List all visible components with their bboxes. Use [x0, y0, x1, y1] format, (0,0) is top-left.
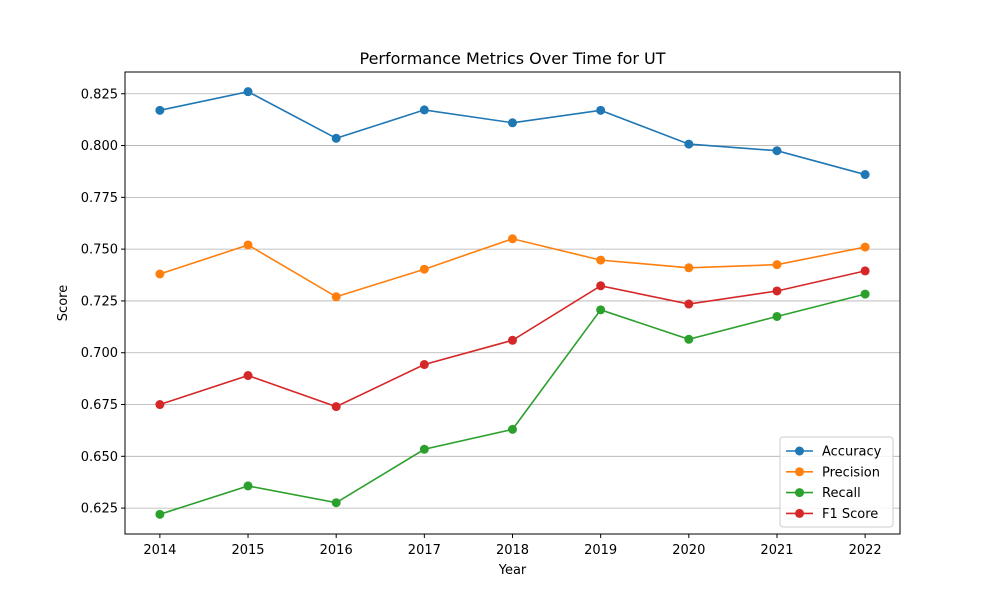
legend-label: Accuracy [822, 445, 882, 460]
series-line-accuracy [159, 90, 866, 176]
series-f1-score [155, 266, 870, 412]
y-tick-label: 0.700 [81, 346, 118, 361]
data-point-precision [243, 240, 253, 250]
x-tick-label: 2021 [760, 543, 793, 558]
legend-label: Precision [822, 465, 880, 480]
data-point-f1-score [155, 400, 165, 410]
data-point-precision [684, 263, 694, 273]
x-tick-label: 2016 [320, 543, 353, 558]
y-tick-label: 0.750 [81, 243, 118, 258]
legend-item-recall: Recall [786, 486, 861, 501]
legend: Accuracy Precision Recall F1 Score [779, 436, 894, 528]
data-point-f1-score [596, 281, 606, 291]
legend-item-precision: Precision [786, 465, 880, 480]
data-point-f1-score [860, 266, 870, 276]
y-tick-label: 0.725 [81, 294, 118, 309]
legend-box [779, 436, 894, 528]
data-point-recall [860, 289, 870, 299]
series-accuracy [155, 87, 870, 180]
x-tick-label: 2020 [672, 543, 705, 558]
x-tick-label: 2014 [143, 543, 176, 558]
data-point-f1-score [331, 402, 341, 412]
legend-swatch-marker [795, 488, 804, 498]
data-point-recall [243, 481, 253, 491]
data-point-accuracy [243, 87, 253, 97]
data-point-precision [155, 269, 165, 279]
data-point-f1-score [419, 360, 429, 370]
data-point-precision [596, 255, 606, 265]
legend-label: F1 Score [822, 507, 878, 522]
x-tick-label: 2017 [408, 543, 441, 558]
data-point-f1-score [508, 335, 517, 345]
data-point-f1-score [772, 286, 782, 296]
legend-item-accuracy: Accuracy [786, 445, 882, 460]
chart-title: Performance Metrics Over Time for UT [359, 49, 665, 68]
data-point-accuracy [155, 105, 165, 115]
legend-swatch-marker [795, 467, 804, 477]
data-point-precision [508, 234, 517, 244]
data-point-recall [419, 444, 429, 454]
series-line-precision [159, 237, 866, 298]
y-axis-label: Score [56, 285, 71, 321]
legend-label: Recall [822, 486, 861, 501]
data-point-accuracy [860, 170, 870, 180]
data-point-recall [155, 509, 165, 519]
data-point-accuracy [331, 133, 341, 143]
legend-swatch-marker [795, 446, 804, 456]
y-axis: 0.625 0.650 0.675 0.700 0.725 0.750 0.775 0.800… [81, 87, 125, 517]
data-point-recall [508, 424, 517, 434]
data-point-recall [331, 498, 341, 508]
x-axis: 2014 2015 2016 2017 2018 2019 2020 2021 2022 [143, 534, 882, 558]
series-recall [155, 289, 870, 519]
x-tick-label: 2015 [231, 543, 264, 558]
x-tick-label: 2019 [584, 543, 617, 558]
data-point-precision [772, 260, 782, 270]
series-precision [155, 234, 870, 302]
data-point-f1-score [684, 299, 694, 309]
data-point-accuracy [419, 105, 429, 115]
data-point-precision [331, 292, 341, 302]
legend-item-f1-score: F1 Score [786, 507, 878, 522]
data-point-precision [419, 264, 429, 274]
data-point-recall [684, 334, 694, 344]
y-tick-label: 0.625 [81, 502, 118, 517]
data-point-accuracy [772, 146, 782, 156]
data-point-recall [596, 305, 606, 315]
y-tick-label: 0.650 [81, 450, 118, 465]
y-tick-label: 0.825 [81, 87, 118, 102]
data-point-accuracy [684, 139, 694, 149]
y-tick-label: 0.775 [81, 191, 118, 206]
series-lines [155, 87, 870, 519]
x-axis-label: Year [498, 563, 527, 578]
legend-swatch-marker [795, 508, 804, 518]
data-point-recall [772, 311, 782, 321]
data-point-accuracy [596, 105, 606, 115]
x-tick-label: 2022 [849, 543, 882, 558]
data-point-precision [860, 242, 870, 252]
data-point-f1-score [243, 371, 253, 381]
y-tick-label: 0.675 [81, 398, 118, 413]
x-tick-label: 2018 [496, 543, 529, 558]
y-tick-label: 0.800 [81, 139, 118, 154]
data-point-accuracy [508, 118, 517, 128]
